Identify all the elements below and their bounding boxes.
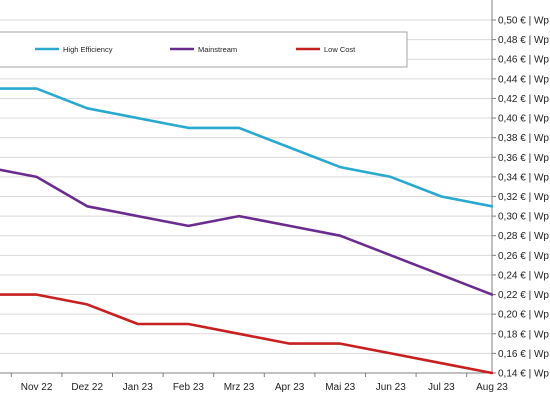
y-tick-label: 0,50 € | Wp [498,16,549,27]
y-tick-label: 0,32 € | Wp [498,192,549,203]
y-tick-label: 0,46 € | Wp [498,55,549,66]
legend-label: Mainstream [198,45,237,54]
y-tick-label: 0,20 € | Wp [498,310,549,321]
series-line-low-cost [0,293,494,375]
y-tick-label: 0,24 € | Wp [498,270,549,281]
x-tick-label: Dez 22 [71,382,103,393]
y-tick-label: 0,44 € | Wp [498,74,549,85]
y-tick-label: 0,36 € | Wp [498,153,549,164]
y-tick-label: 0,34 € | Wp [498,172,549,183]
x-tick-label: Jan 23 [123,382,153,393]
series-lines [0,87,494,375]
y-tick-label: 0,18 € | Wp [498,329,549,340]
series-line-high-efficiency [0,87,494,208]
x-tick-label: Aug 23 [476,382,508,393]
y-tick-label: 0,26 € | Wp [498,251,549,262]
x-tick-label: Mrz 23 [224,382,255,393]
x-tick-label: Jun 23 [376,382,406,393]
x-tick-label: Mai 23 [325,382,355,393]
legend-box [0,31,408,68]
y-tick-label: 0,14 € | Wp [498,369,549,380]
y-tick-label: 0,22 € | Wp [498,290,549,301]
x-axis: Nov 22 Dez 22 Jan 23 Feb 23 Mrz 23 Apr 23 Mai … [0,372,508,393]
gridlines [0,19,492,374]
x-tick-label: Feb 23 [173,382,205,393]
series-line-mainstream [0,168,494,296]
x-tick-label: Apr 23 [275,382,305,393]
x-tick-label: Nov 22 [21,382,53,393]
y-tick-label: 0,40 € | Wp [498,114,549,125]
y-tick-label: 0,28 € | Wp [498,231,549,242]
y-tick-label: 0,30 € | Wp [498,212,549,223]
legend: High Efficiency Mainstream Low Cost [0,31,408,68]
y-axis: 0,50 € | Wp 0,48 € | Wp 0,46 € | Wp 0,44 € … [491,0,549,380]
y-tick-label: 0,16 € | Wp [498,349,549,360]
legend-label: Low Cost [324,45,356,54]
y-tick-label: 0,38 € | Wp [498,133,549,144]
y-tick-label: 0,42 € | Wp [498,94,549,105]
legend-label: High Efficiency [63,45,113,54]
x-tick-label: Jul 23 [428,382,455,393]
y-tick-label: 0,48 € | Wp [498,35,549,46]
